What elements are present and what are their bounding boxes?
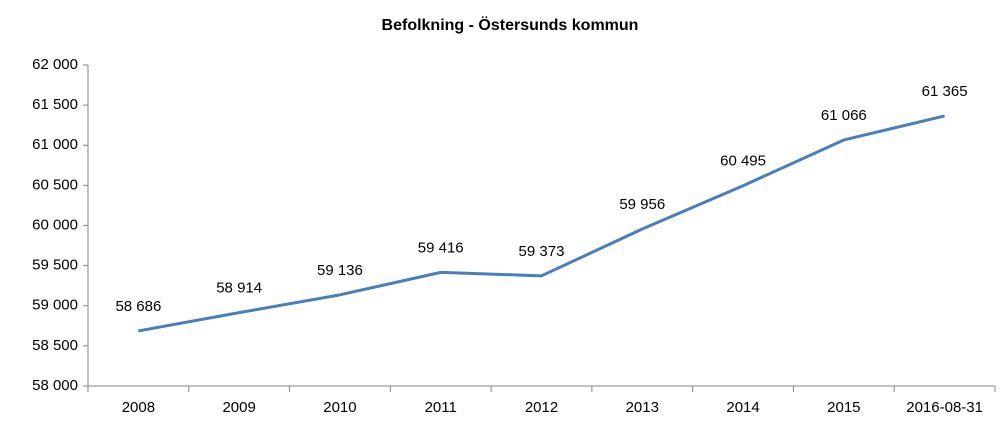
y-tick-label: 59 500	[32, 257, 78, 274]
x-tick-label: 2012	[525, 399, 558, 416]
y-tick-label: 61 500	[32, 96, 78, 113]
data-label: 61 365	[922, 83, 968, 100]
y-tick-label: 62 000	[32, 56, 78, 73]
data-label: 59 373	[519, 243, 565, 260]
y-tick-label: 59 000	[32, 297, 78, 314]
chart-title: Befolkning - Östersunds kommun	[382, 15, 639, 34]
x-tick-label: 2011	[425, 399, 457, 416]
data-label: 59 136	[317, 262, 363, 279]
data-line	[138, 114, 945, 333]
y-tick-label: 58 500	[32, 337, 78, 354]
data-label: 58 686	[115, 298, 161, 315]
y-tick-label: 58 000	[32, 377, 78, 394]
x-tick-label: 2008	[122, 399, 155, 416]
data-label: 61 066	[821, 107, 867, 124]
data-label: 59 416	[418, 239, 464, 256]
y-tick-label: 61 000	[32, 136, 78, 153]
x-tick-label: 2014	[726, 399, 759, 416]
data-label: 60 495	[720, 153, 766, 170]
x-tick-label: 2009	[222, 399, 255, 416]
y-tick-label: 60 500	[32, 176, 78, 193]
data-label: 59 956	[619, 196, 665, 213]
x-tick-label: 2010	[323, 399, 356, 416]
x-tick-label: 2016-08-31	[906, 399, 983, 416]
x-tick-label: 2015	[827, 399, 860, 416]
x-tick-label: 2013	[626, 399, 659, 416]
y-tick-label: 60 000	[32, 216, 78, 233]
data-label: 58 914	[216, 280, 262, 297]
